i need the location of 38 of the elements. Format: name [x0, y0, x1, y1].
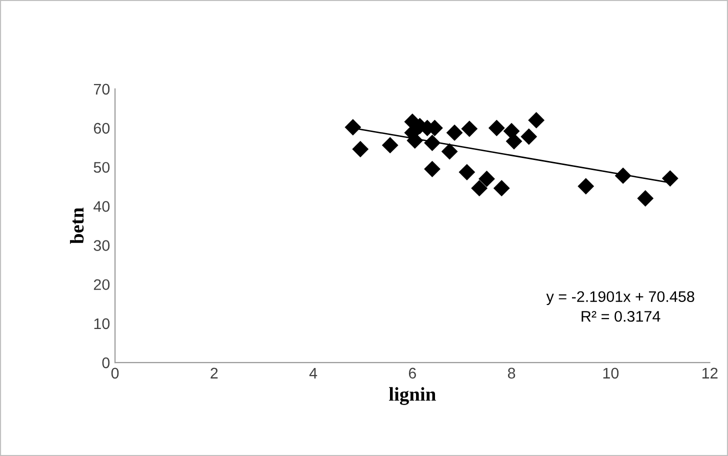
point: [578, 178, 594, 194]
point: [614, 167, 632, 184]
y-axis-title: betn: [70, 208, 84, 244]
y-tick-label: 10: [94, 318, 110, 330]
point: [446, 124, 463, 141]
point: [493, 180, 510, 196]
x-tick-label: 2: [210, 368, 218, 378]
y-tick-label: 50: [94, 162, 110, 173]
x-tick-label: 10: [603, 368, 619, 379]
x-tick-label: 8: [508, 368, 516, 379]
x-tick-label: 0: [111, 368, 119, 379]
point: [382, 136, 398, 154]
point: [461, 120, 478, 138]
point: [478, 170, 495, 188]
point: [344, 119, 362, 136]
point: [506, 133, 522, 150]
y-tick-label: 0: [102, 357, 110, 368]
y-tick-label: 70: [94, 84, 110, 95]
point: [471, 180, 488, 196]
x-tick-label: 4: [309, 368, 318, 378]
y-tick-label: 30: [94, 240, 110, 251]
point: [528, 112, 545, 128]
point: [637, 190, 654, 207]
y-tick-label: 20: [94, 279, 110, 290]
annotation: y = -2.1901x + 70.458 R² = 0.3174: [546, 291, 694, 322]
point: [662, 170, 678, 187]
point: [424, 134, 440, 152]
y-tick-label: 60: [94, 122, 110, 134]
point: [458, 164, 476, 180]
y-tick-label: 40: [94, 201, 110, 212]
point: [352, 140, 369, 158]
point: [441, 143, 458, 160]
x-tick-label: 6: [408, 368, 416, 379]
point: [520, 128, 538, 145]
x-tick-label: 12: [702, 368, 718, 378]
x-axis-title: lignin: [389, 387, 436, 405]
point: [424, 160, 440, 178]
point: [488, 120, 505, 136]
